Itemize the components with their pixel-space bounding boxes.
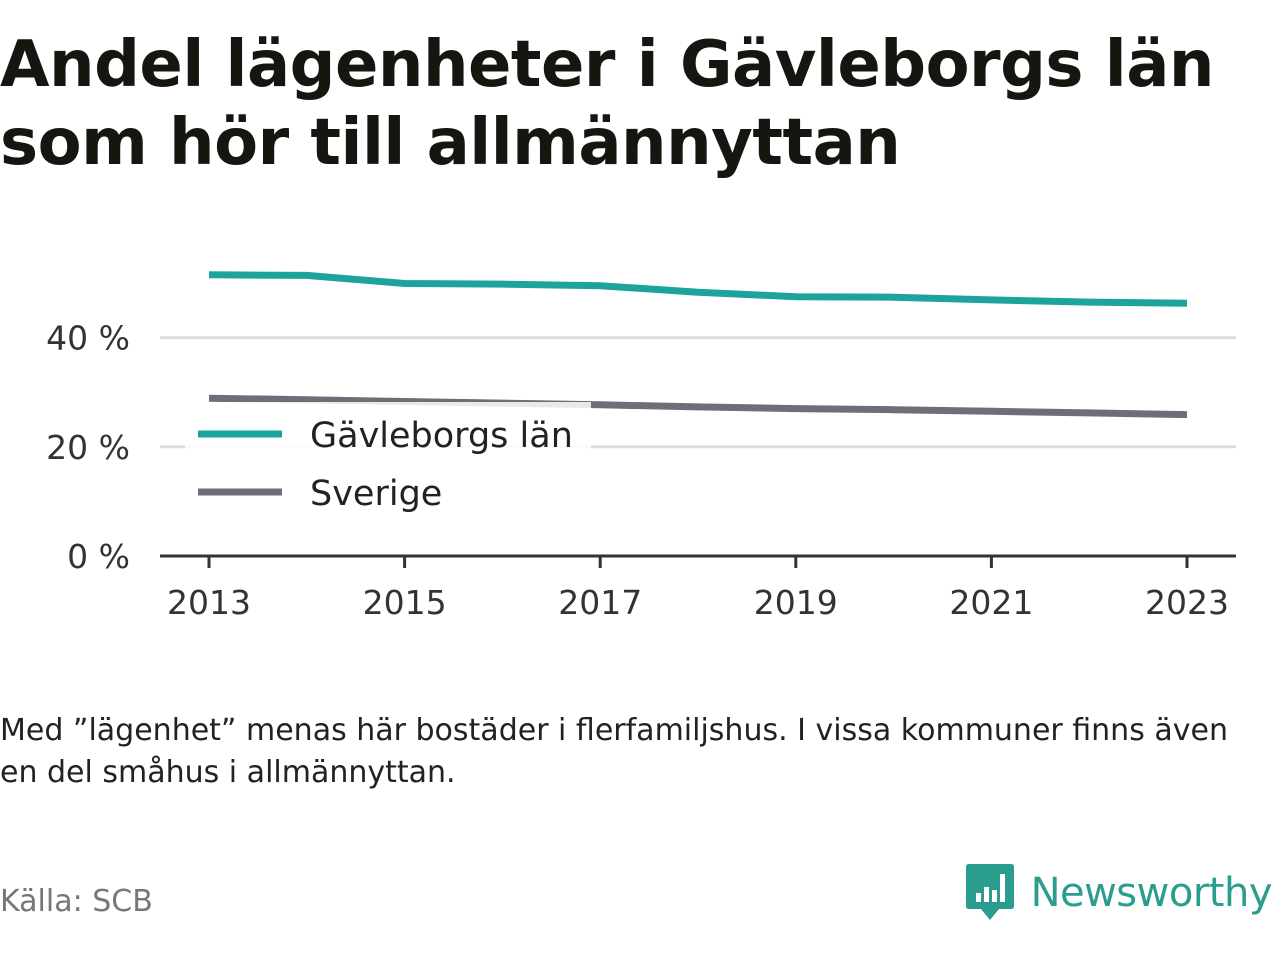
legend-label: Gävleborgs län (310, 416, 573, 456)
x-tick-label: 2017 (558, 583, 642, 622)
legend-label: Sverige (310, 474, 442, 514)
y-axis-ticks: 0 % 20 % 40 % (46, 319, 130, 576)
x-tick-label: 2015 (363, 583, 447, 622)
series-line (208, 271, 1188, 307)
y-tick-label: 0 % (67, 537, 130, 576)
x-axis: 2013 2015 2017 2019 2021 2023 (160, 554, 1236, 622)
chart-note: Med ”lägenhet” menas här bostäder i fler… (0, 713, 1228, 790)
source-label: Källa: SCB (0, 884, 153, 919)
brand-name: Newsworthy (1030, 870, 1273, 916)
chart-title: Andel lägenheter i Gävleborgs län som hö… (0, 28, 1214, 180)
legend: Gävleborgs län Sverige (185, 402, 591, 514)
series-line (208, 394, 1188, 419)
x-tick-label: 2021 (949, 583, 1033, 622)
series-lines (208, 271, 1188, 419)
y-tick-label: 40 % (46, 319, 130, 358)
brand-logo: Newsworthy (965, 862, 1273, 924)
x-tick-label: 2023 (1145, 583, 1229, 622)
x-tick-label: 2013 (167, 583, 251, 622)
newsworthy-logo-icon (965, 864, 1014, 920)
y-tick-label: 20 % (46, 428, 130, 467)
x-tick-label: 2019 (754, 583, 838, 622)
